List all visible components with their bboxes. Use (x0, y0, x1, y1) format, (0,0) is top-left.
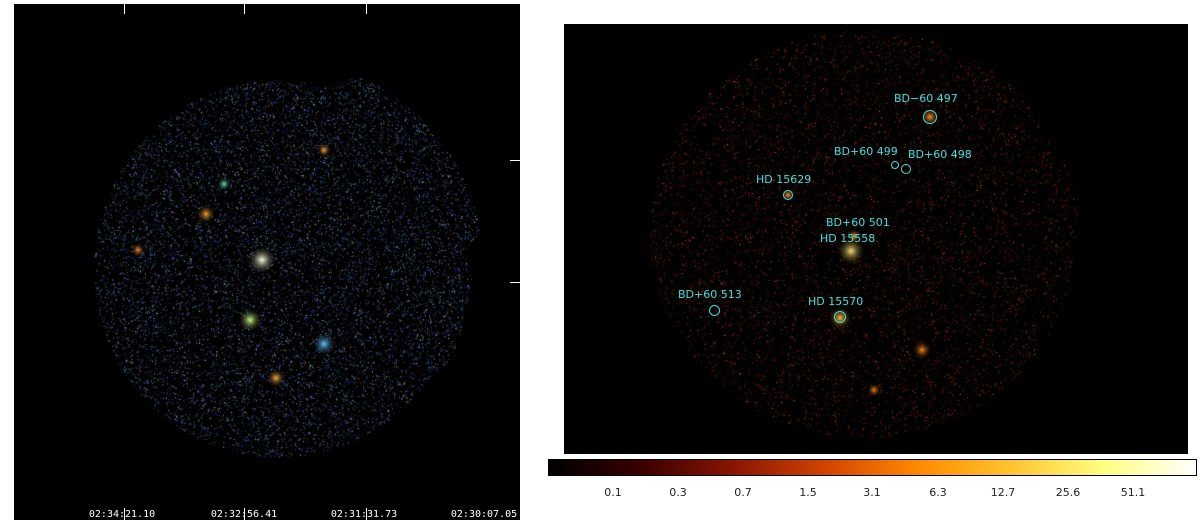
heat-xray-image: BD−60 497 BD+60 499 BD+60 498 HD 15629 B… (564, 24, 1188, 454)
source-marker-bd-60-498 (901, 164, 911, 174)
heat-xray-canvas (564, 24, 1188, 454)
source-label-hd-15570: HD 15570 (808, 295, 864, 308)
colorbar-label: 0.1 (604, 486, 622, 499)
source-label-bd-60-499: BD+60 499 (834, 145, 898, 158)
colorbar-label: 0.7 (734, 486, 752, 499)
left-tick (124, 4, 125, 14)
dec-tick-label-3: +61:25:57.90 (4, 245, 15, 318)
source-label-bd-60-501: BD+60 501 (826, 216, 890, 229)
dec-tick-label-4: +61:15:57.93 (4, 365, 15, 438)
colorbar-label: 1.5 (799, 486, 817, 499)
colorbar-label: 25.6 (1055, 486, 1081, 499)
source-label-hd-15629: HD 15629 (756, 173, 812, 186)
source-marker-bd-60-497 (923, 110, 937, 124)
left-tick (244, 4, 245, 14)
colorbar-label: 3.1 (863, 486, 881, 499)
ra-tick-label-4: 02:30:07.05 (450, 509, 518, 520)
source-marker-hd-15570 (834, 311, 846, 323)
dec-tick-label-1: +61:45:58.01 (4, 5, 15, 78)
y-axis-line (12, 4, 13, 520)
colorbar (548, 459, 1197, 476)
source-marker-bd-60-513 (709, 305, 720, 316)
source-label-bd-60-497: BD−60 497 (894, 92, 958, 105)
ra-tick-label-2: 02:32:56.41 (210, 509, 278, 520)
ra-tick-label-3: 02:31:31.73 (330, 509, 398, 520)
colorbar-label: 0.3 (669, 486, 687, 499)
left-tick (124, 508, 125, 520)
left-tick (510, 282, 520, 283)
source-label-bd-60-498: BD+60 498 (908, 148, 972, 161)
source-marker-bd-60-499 (891, 161, 899, 169)
rgb-xray-image (14, 4, 520, 520)
source-label-hd-15558: HD 15558 (820, 232, 876, 245)
rgb-xray-canvas (14, 4, 520, 520)
colorbar-label: 51.1 (1120, 486, 1146, 499)
ra-tick-label-1: 02:34:21.10 (88, 509, 156, 520)
dec-tick-label-2: +61:35:57.97 (4, 123, 15, 196)
left-tick (510, 160, 520, 161)
left-tick (366, 508, 367, 520)
source-marker-hd-15629 (783, 190, 793, 200)
left-tick (366, 4, 367, 14)
colorbar-label: 6.3 (929, 486, 947, 499)
source-label-bd-60-513: BD+60 513 (678, 288, 742, 301)
colorbar-label: 12.7 (990, 486, 1016, 499)
left-tick (244, 508, 245, 520)
